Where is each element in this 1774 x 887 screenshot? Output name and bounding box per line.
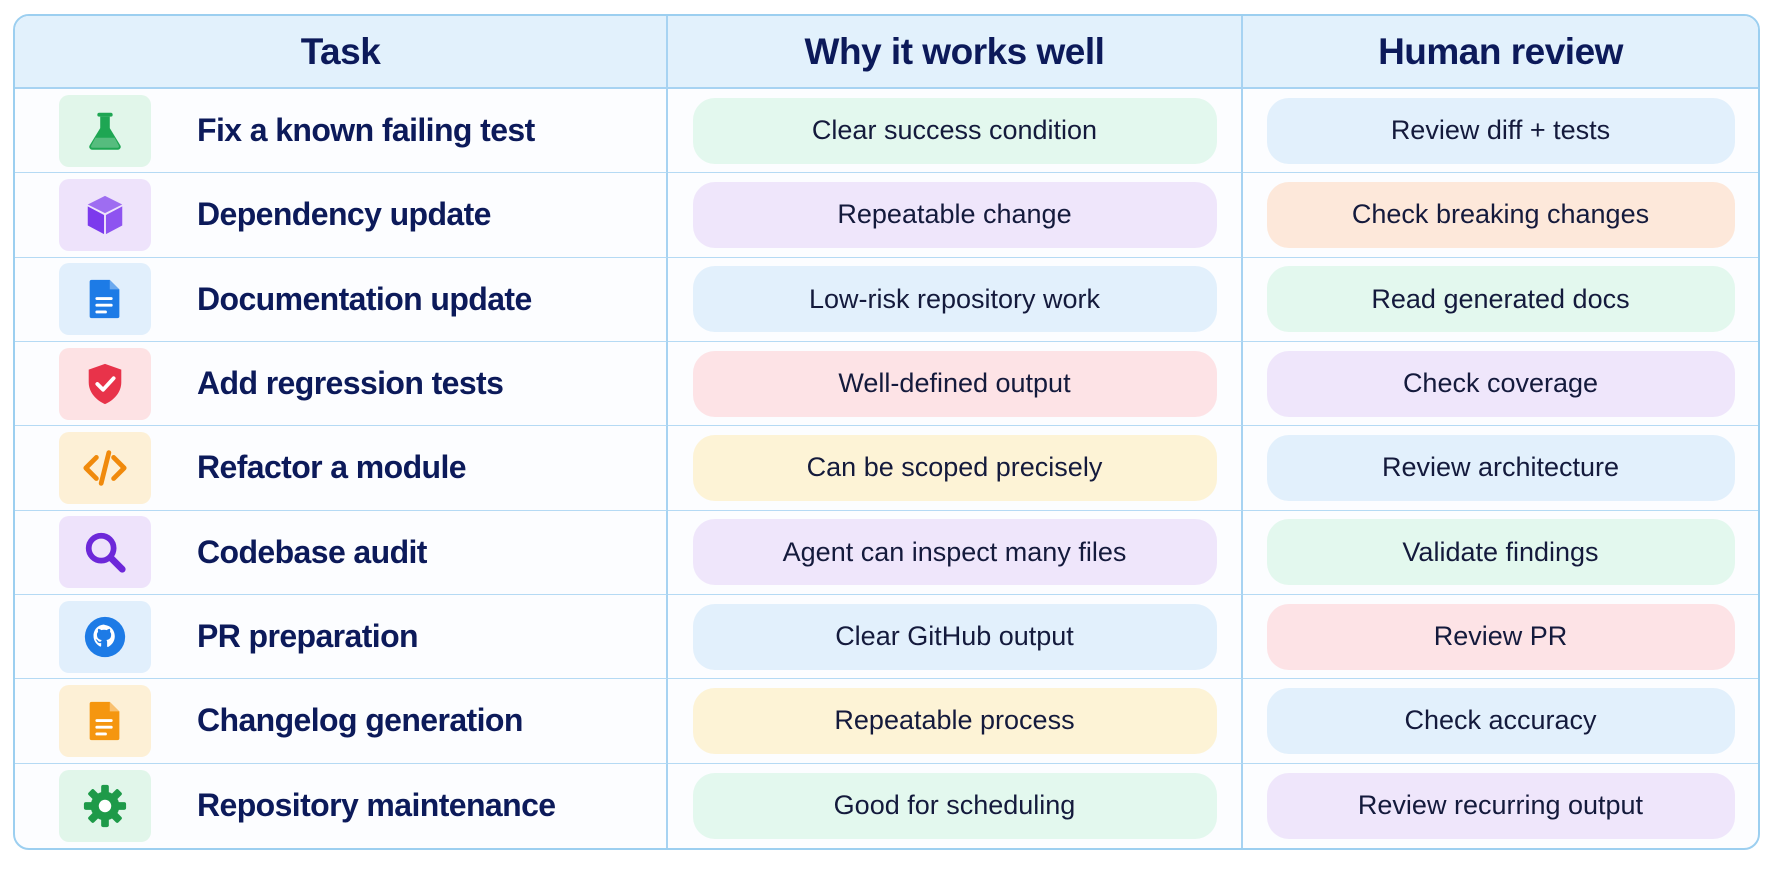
task-cell: Fix a known failing test [15, 89, 668, 174]
magnifier-icon [82, 529, 128, 575]
header-human-review: Human review [1243, 16, 1758, 89]
shield-check-icon [82, 361, 128, 407]
header-why-it-works: Why it works well [668, 16, 1243, 89]
task-label: Dependency update [197, 196, 491, 233]
cube-icon [82, 192, 128, 238]
task-cell: Documentation update [15, 257, 668, 342]
task-label: Refactor a module [197, 449, 467, 486]
review-pill: Validate findings [1266, 519, 1735, 586]
cube-icon-box [59, 178, 151, 251]
why-pill: Clear success condition [692, 97, 1217, 164]
magnifier-icon-box [59, 516, 151, 589]
why-cell: Agent can inspect many files [668, 510, 1243, 595]
why-pill: Repeatable change [692, 181, 1217, 248]
review-cell: Validate findings [1243, 511, 1758, 595]
task-cell: Dependency update [15, 173, 668, 258]
review-pill: Check breaking changes [1266, 181, 1735, 248]
why-cell: Clear GitHub output [668, 595, 1243, 680]
shield-check-icon-box [59, 347, 151, 420]
code-icon-box [59, 431, 151, 504]
review-cell: Review diff + tests [1243, 89, 1758, 174]
why-cell: Clear success condition [668, 89, 1243, 174]
why-cell: Good for scheduling [668, 763, 1243, 848]
why-cell: Repeatable change [668, 173, 1243, 258]
task-label: Repository maintenance [197, 787, 556, 824]
why-pill: Repeatable process [692, 687, 1217, 754]
document-icon-box [59, 263, 151, 336]
task-label: PR preparation [197, 618, 419, 655]
review-cell: Review recurring output [1243, 764, 1758, 848]
changelog-icon-box [59, 684, 151, 757]
review-pill: Review diff + tests [1266, 97, 1735, 164]
review-cell: Read generated docs [1243, 258, 1758, 342]
review-pill: Check coverage [1266, 350, 1735, 417]
review-cell: Check coverage [1243, 342, 1758, 427]
why-pill: Well-defined output [692, 350, 1217, 417]
gear-icon [82, 783, 128, 829]
github-icon [82, 614, 128, 660]
flask-icon [82, 108, 128, 154]
github-icon-box [59, 600, 151, 673]
why-pill: Can be scoped precisely [692, 434, 1217, 501]
why-cell: Well-defined output [668, 342, 1243, 427]
task-cell: Codebase audit [15, 510, 668, 595]
review-cell: Review PR [1243, 595, 1758, 680]
flask-icon-box [59, 94, 151, 167]
review-pill: Review PR [1266, 603, 1735, 670]
gear-icon-box [59, 769, 151, 842]
changelog-icon [82, 698, 128, 744]
task-label: Documentation update [197, 280, 532, 317]
task-label: Codebase audit [197, 533, 427, 570]
why-cell: Low-risk repository work [668, 257, 1243, 342]
review-pill: Check accuracy [1266, 687, 1735, 754]
task-label: Changelog generation [197, 702, 523, 739]
task-review-table: Task Why it works well Human review Fix … [13, 14, 1760, 850]
task-label: Add regression tests [197, 365, 504, 402]
why-cell: Repeatable process [668, 679, 1243, 764]
task-cell: Repository maintenance [15, 763, 668, 848]
why-pill: Clear GitHub output [692, 603, 1217, 670]
why-pill: Good for scheduling [692, 772, 1217, 839]
task-cell: Add regression tests [15, 342, 668, 427]
header-task: Task [15, 16, 668, 89]
why-pill: Low-risk repository work [692, 266, 1217, 333]
why-pill: Agent can inspect many files [692, 519, 1217, 586]
document-icon [82, 276, 128, 322]
review-cell: Check accuracy [1243, 679, 1758, 764]
task-cell: PR preparation [15, 595, 668, 680]
review-pill: Read generated docs [1266, 266, 1735, 333]
review-pill: Review recurring output [1266, 772, 1735, 839]
task-cell: Refactor a module [15, 426, 668, 511]
why-cell: Can be scoped precisely [668, 426, 1243, 511]
task-label: Fix a known failing test [197, 112, 535, 149]
review-cell: Review architecture [1243, 426, 1758, 511]
task-cell: Changelog generation [15, 679, 668, 764]
code-icon [82, 445, 128, 491]
review-pill: Review architecture [1266, 434, 1735, 501]
review-cell: Check breaking changes [1243, 173, 1758, 258]
